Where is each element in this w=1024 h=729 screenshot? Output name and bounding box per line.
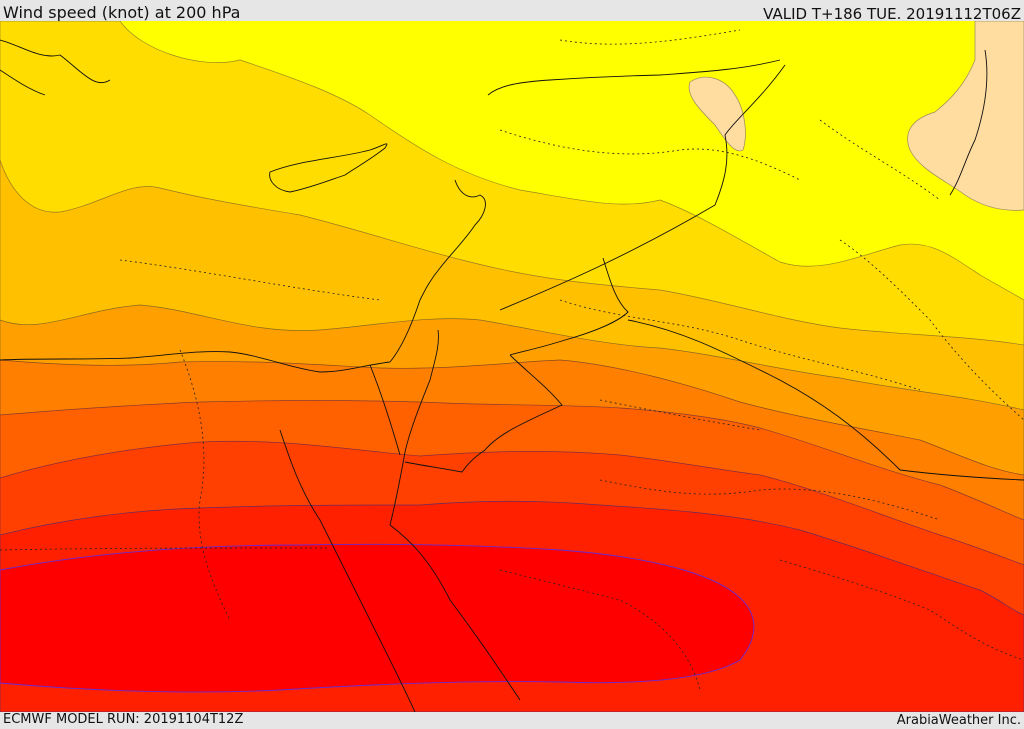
title-bar: Wind speed (knot) at 200 hPa VALID T+186… — [0, 0, 1024, 23]
country-borders — [0, 29, 1024, 691]
footer-bar: ECMWF MODEL RUN: 20191104T12Z ArabiaWeat… — [0, 712, 1024, 729]
coastlines — [0, 39, 988, 712]
weather-map[interactable] — [0, 21, 1024, 712]
model-run: ECMWF MODEL RUN: 20191104T12Z — [3, 712, 244, 727]
wind-band-red-core — [0, 543, 755, 693]
valid-time: VALID T+186 TUE. 20191112T06Z — [763, 5, 1021, 23]
wind-band-pale-east — [907, 21, 1024, 211]
map-canvas — [0, 21, 1024, 712]
wind-band-pale-syria — [688, 76, 746, 152]
credit: ArabiaWeather Inc. — [896, 713, 1021, 728]
major-borders — [369, 64, 1024, 481]
map-title: Wind speed (knot) at 200 hPa — [3, 3, 241, 22]
